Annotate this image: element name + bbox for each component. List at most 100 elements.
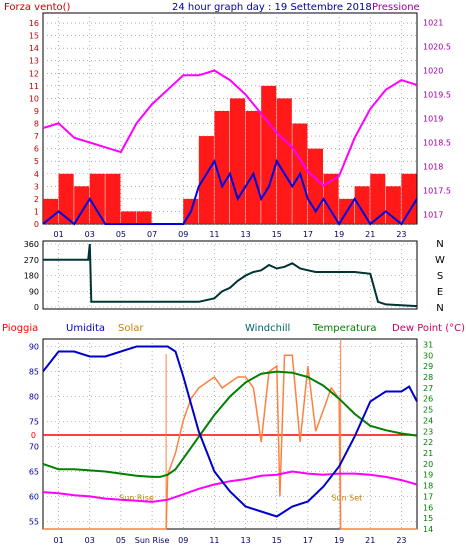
compass-label: W	[435, 255, 445, 266]
pressure-y-tick: 1020	[423, 67, 443, 76]
wind-y-tick: 4	[34, 170, 39, 179]
wind-x-tick: 05	[116, 230, 126, 239]
humidity-y-tick: 55	[29, 518, 39, 527]
humidity-x-tick: 13	[240, 536, 250, 545]
temperature-y-tick: 17	[423, 492, 433, 501]
wind-speed-bar	[370, 173, 386, 224]
humidity-y-tick: 90	[29, 343, 39, 352]
humidity-x-tick: 01	[53, 536, 63, 545]
solar-line	[43, 354, 417, 530]
wind-x-tick: 23	[396, 230, 406, 239]
sunrise-annotation: Sun Rise	[119, 494, 154, 503]
wind-speed-bar	[198, 136, 214, 224]
data-series	[42, 69, 418, 530]
grid-lines	[43, 13, 417, 529]
humidity-y-tick: 75	[29, 418, 39, 427]
pressure-y-tick: 1020.5	[423, 43, 451, 52]
wind-y-tick: 12	[29, 69, 39, 78]
humidity-y-tick: 70	[29, 443, 39, 452]
humidity-x-tick: 11	[209, 536, 219, 545]
direction-y-tick: 270	[24, 256, 39, 265]
temperature-y-tick: 14	[423, 525, 433, 534]
wind-x-tick: 07	[147, 230, 157, 239]
wind-speed-bar	[105, 173, 121, 224]
temperature-y-tick: 31	[423, 340, 433, 349]
wind-speed-bar	[89, 173, 105, 224]
wind-y-tick: 1	[34, 207, 39, 216]
humidity-x-tick: 17	[303, 536, 313, 545]
humidity-x-tick: 09	[178, 536, 188, 545]
humidity-x-tick: 21	[365, 536, 375, 545]
wind-x-tick: 17	[303, 230, 313, 239]
compass-label: S	[437, 271, 443, 282]
humidity-y-tick: 80	[29, 393, 39, 402]
temperature-y-tick: 23	[423, 427, 433, 436]
pressure-y-tick: 1019	[423, 115, 443, 124]
wind-y-tick: 5	[34, 157, 39, 166]
wind-y-tick: 15	[29, 32, 39, 41]
temperature-y-tick: 24	[423, 416, 433, 425]
direction-y-tick: 180	[24, 272, 39, 281]
windchill-label: Windchill	[245, 323, 290, 334]
temperature-y-tick: 28	[423, 373, 433, 382]
direction-panel-frame	[42, 240, 418, 310]
humidity-y-tick: 85	[29, 368, 39, 377]
compass-label: N	[436, 239, 443, 250]
temperature-y-tick: 18	[423, 482, 433, 491]
wind-speed-bar	[43, 198, 59, 224]
wind-speed-bar	[74, 186, 90, 224]
direction-y-tick: 90	[29, 287, 39, 296]
wind-x-tick: 15	[272, 230, 282, 239]
wind-y-tick: 9	[34, 107, 39, 116]
pressure-y-tick: 1021	[423, 19, 443, 28]
wind-speed-bar	[354, 186, 370, 224]
temperature-y-tick: 20	[423, 460, 433, 469]
chart-title: 24 hour graph day : 19 Settembre 2018	[172, 2, 372, 13]
wind-y-tick: 8	[34, 120, 39, 129]
wind-speed-bar	[136, 211, 152, 224]
humidity-label: Umidita	[66, 323, 105, 334]
humidity-x-tick: 23	[396, 536, 406, 545]
humidity-x-tick: 05	[116, 536, 126, 545]
wind-speed-bar	[245, 110, 261, 224]
wind-speed-bar	[230, 98, 246, 224]
wind-speed-bar	[214, 110, 230, 224]
humidity-x-tick: 19	[334, 536, 344, 545]
wind-x-tick: 13	[240, 230, 250, 239]
rain-zero-tick: 0	[31, 431, 36, 440]
wind-y-tick: 10	[29, 94, 39, 103]
humidity-line	[42, 345, 418, 518]
temperature-y-tick: 22	[423, 438, 433, 447]
compass-label: N	[436, 303, 443, 314]
pressure-y-tick: 1019.5	[423, 91, 451, 100]
temperature-y-tick: 15	[423, 514, 433, 523]
rain-label: Pioggia	[2, 323, 38, 334]
temperature-y-tick: 27	[423, 384, 433, 393]
wind-speed-bar	[323, 173, 339, 224]
wind-y-tick: 2	[34, 195, 39, 204]
wind-direction-line	[43, 243, 418, 308]
wind-axis-label: Forza vento()	[4, 2, 71, 13]
temperature-y-tick: 26	[423, 395, 433, 404]
dewpoint-label: Dew Point (°C)	[392, 323, 465, 334]
wind-y-tick: 13	[29, 57, 39, 66]
sunset-annotation: Sun Set	[331, 494, 362, 503]
humidity-y-tick: 60	[29, 493, 39, 502]
direction-y-tick: 360	[24, 240, 39, 249]
pressure-y-tick: 1017.5	[423, 186, 451, 195]
wind-speed-bar	[58, 173, 74, 224]
pressure-y-tick: 1018.5	[423, 138, 451, 147]
wind-y-tick: 3	[34, 182, 39, 191]
dewpoint-line	[42, 470, 418, 503]
wind-y-tick: 0	[34, 220, 39, 229]
wind-x-tick: 11	[209, 230, 219, 239]
wind-speed-bar	[261, 85, 277, 224]
humidity-x-tick: 03	[85, 536, 95, 545]
temperature-line	[42, 370, 418, 478]
solar-label: Solar	[118, 323, 144, 334]
wind-average-line	[42, 158, 418, 226]
compass-label: E	[437, 287, 443, 298]
pressure-y-tick: 1018	[423, 162, 443, 171]
wind-y-tick: 14	[29, 44, 39, 53]
temperature-y-tick: 30	[423, 351, 433, 360]
